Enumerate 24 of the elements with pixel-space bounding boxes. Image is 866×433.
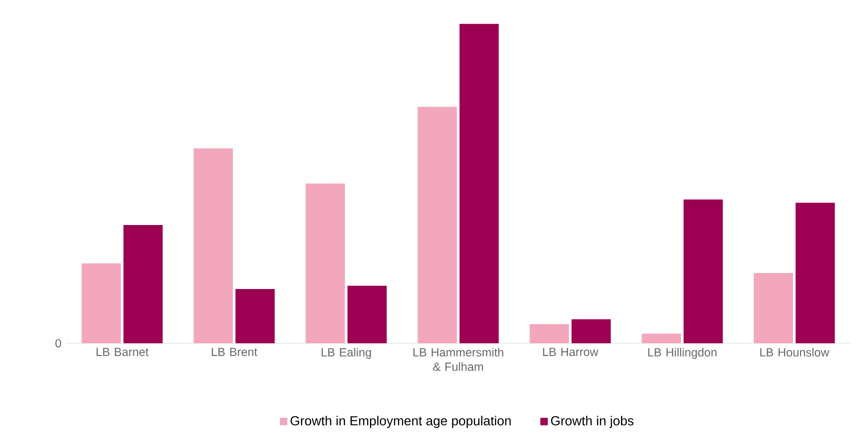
bar bbox=[348, 286, 387, 344]
x-tick-label: LB Hounslow bbox=[760, 348, 830, 357]
bar bbox=[572, 319, 611, 344]
text: 0 bbox=[55, 339, 62, 348]
bar bbox=[460, 24, 499, 344]
legend-label: Growth in Employment age population bbox=[290, 416, 511, 428]
legend-label: Growth in jobs bbox=[551, 416, 634, 428]
x-tick-label: LB Ealing bbox=[322, 348, 371, 359]
bar bbox=[684, 200, 723, 344]
bar bbox=[642, 334, 681, 344]
bar bbox=[235, 288, 275, 344]
bar bbox=[796, 202, 835, 344]
x-tick-label: LB Hammersmith & Fulham bbox=[413, 348, 504, 371]
bar bbox=[754, 272, 793, 344]
bar bbox=[530, 324, 569, 344]
bar bbox=[418, 106, 457, 344]
bar bbox=[306, 184, 345, 344]
bar bbox=[194, 148, 233, 344]
x-tick-label: LB Harrow bbox=[543, 348, 598, 356]
x-tick-label: LB Brent bbox=[212, 348, 258, 356]
x-tick-label: LB Hillingdon bbox=[648, 348, 716, 359]
bar bbox=[82, 263, 121, 344]
x-tick-label: LB Barnet bbox=[96, 348, 149, 356]
bar bbox=[123, 225, 163, 344]
